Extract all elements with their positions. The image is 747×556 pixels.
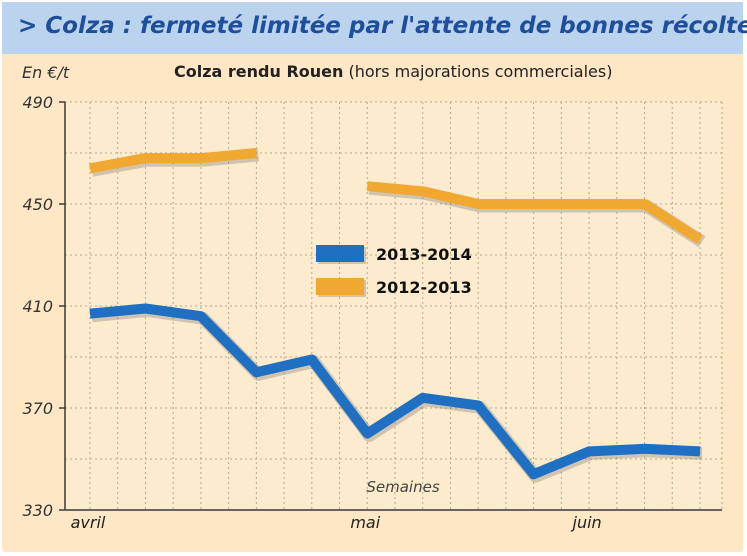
- legend: 2013-2014 2012-2013: [316, 245, 472, 297]
- x-axis-label: Semaines: [366, 478, 439, 496]
- unit-label: En €/t: [22, 63, 70, 82]
- y-tick-label: 450: [22, 195, 53, 214]
- axis-layer: [59, 101, 722, 511]
- series-line-2012-2013: [89, 148, 257, 174]
- legend-swatch-2012-2013: [316, 278, 364, 295]
- legend-label-2012-2013: 2012-2013: [376, 278, 472, 297]
- x-month-label: mai: [350, 513, 380, 532]
- legend-label-2013-2014: 2013-2014: [376, 245, 472, 264]
- x-month-label: juin: [571, 513, 602, 532]
- x-month-label: avril: [71, 513, 106, 532]
- grid-layer: [65, 101, 723, 510]
- legend-swatch-2013-2014: [316, 245, 364, 262]
- y-tick-label: 330: [22, 501, 53, 520]
- series-line-2013-2014: [89, 303, 701, 480]
- series-layer: [89, 148, 706, 483]
- chart-title-main: Colza rendu Rouen: [174, 62, 344, 81]
- chart-title-sub: (hors majorations commerciales): [343, 62, 613, 81]
- y-tick-label: 410: [22, 297, 53, 316]
- title-banner: > Colza : fermeté limitée par l'attente …: [2, 2, 747, 54]
- y-tick-label: 370: [22, 399, 53, 418]
- y-tick-label: 490: [22, 93, 53, 112]
- banner-title: > Colza : fermeté limitée par l'attente …: [18, 13, 747, 39]
- plot-area: [65, 102, 722, 510]
- chart-title: Colza rendu Rouen (hors majorations comm…: [174, 62, 612, 81]
- label-layer: 330 370 410 450 490 avril mai juin Semaines: [22, 93, 601, 532]
